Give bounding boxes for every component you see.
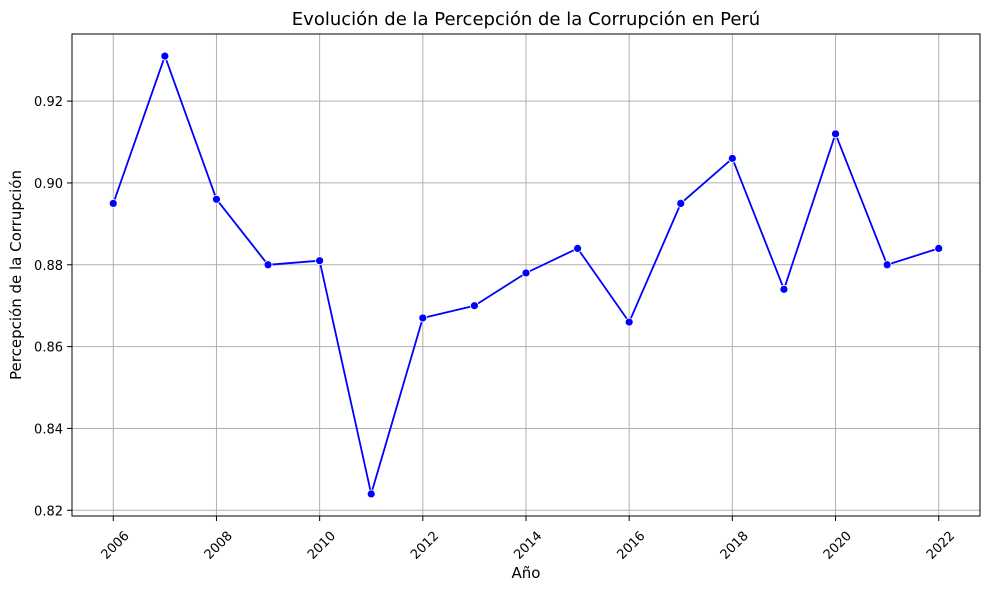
x-tick-label: 2016 <box>614 529 648 563</box>
y-tick-label: 0.92 <box>34 95 63 110</box>
y-tick-label: 0.88 <box>34 259 63 274</box>
x-tick-label: 2008 <box>202 529 236 563</box>
series-layer <box>108 51 944 499</box>
y-axis-label: Percepción de la Corrupción <box>7 170 25 380</box>
y-tick-label: 0.90 <box>34 177 63 192</box>
data-point <box>470 301 479 311</box>
data-point <box>108 198 118 208</box>
grid <box>72 34 980 516</box>
x-axis-ticks: 2006 2008 2010 2012 2014 2016 2018 2020 2022 <box>99 516 958 563</box>
chart-title: Evolución de la Percepción de la Corrupc… <box>292 9 760 30</box>
y-tick-label: 0.84 <box>34 422 63 437</box>
data-point <box>624 317 634 327</box>
data-point <box>727 153 737 163</box>
data-point <box>160 51 170 61</box>
data-point <box>882 260 892 270</box>
data-point <box>263 260 273 270</box>
data-point <box>934 244 944 253</box>
data-point <box>418 313 428 323</box>
x-tick-label: 2022 <box>924 529 958 563</box>
y-axis-ticks: 0.82 0.84 0.86 0.88 0.90 0.92 <box>34 95 72 519</box>
x-tick-label: 2014 <box>511 529 545 563</box>
data-point <box>676 198 686 208</box>
x-axis-label: Año <box>512 564 541 582</box>
x-tick-label: 2020 <box>821 529 855 563</box>
y-tick-label: 0.82 <box>34 504 63 519</box>
data-point <box>521 268 531 278</box>
x-tick-label: 2010 <box>305 529 339 563</box>
x-tick-label: 2018 <box>718 529 752 563</box>
data-point <box>212 194 221 204</box>
data-point <box>831 129 840 139</box>
x-tick-label: 2006 <box>99 529 133 563</box>
data-point <box>573 244 582 253</box>
x-tick-label: 2012 <box>408 529 442 563</box>
data-point <box>315 256 325 266</box>
y-tick-label: 0.86 <box>34 341 63 356</box>
data-point <box>779 284 789 294</box>
data-point <box>366 489 376 499</box>
